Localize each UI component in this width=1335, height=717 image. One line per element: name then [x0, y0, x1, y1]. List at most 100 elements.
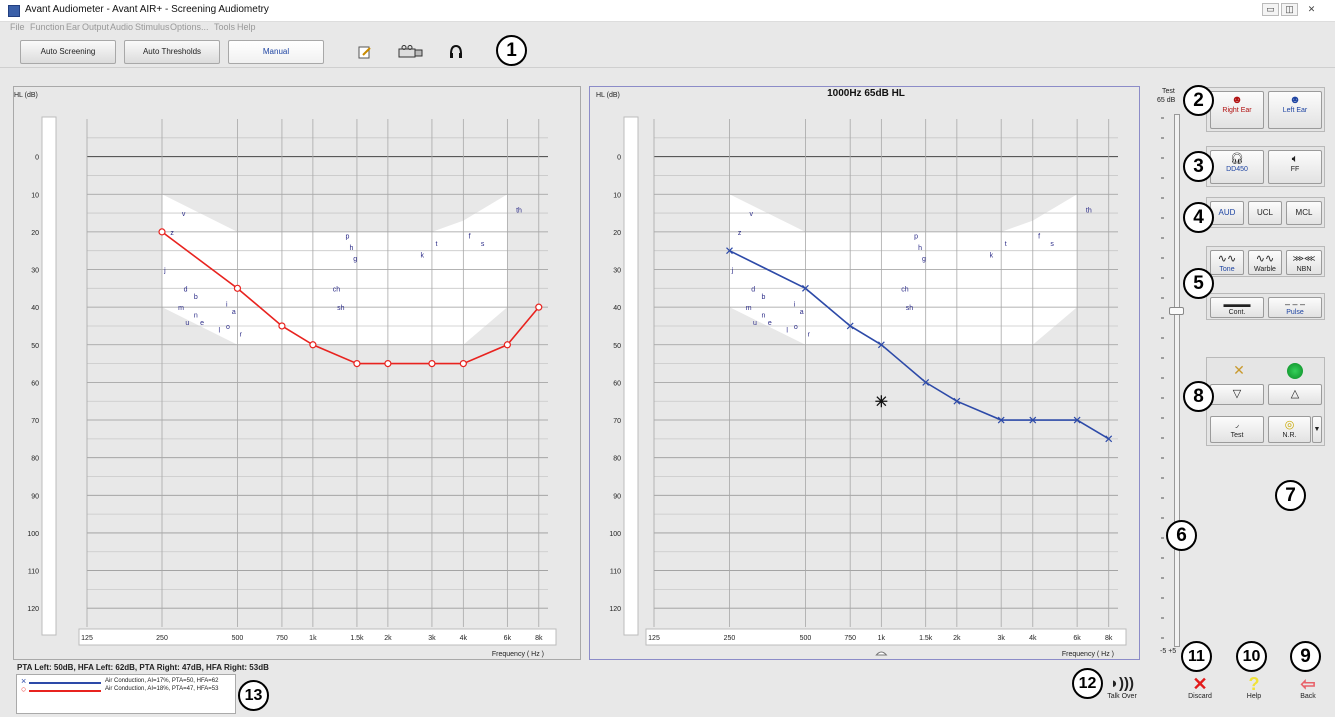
speech-letter: z — [738, 230, 742, 237]
x-tick-label: 500 — [232, 635, 244, 642]
slider-track[interactable] — [1174, 114, 1180, 647]
threshold-point-cross — [1029, 416, 1037, 424]
menu-ear[interactable]: Ear — [66, 22, 81, 32]
mute-icon[interactable]: ✕ — [1233, 362, 1245, 378]
slider-min-label: -5 — [1160, 648, 1167, 655]
help-question-icon: ? — [1248, 674, 1260, 694]
level-down-button[interactable]: ▽ — [1210, 384, 1264, 405]
threshold-point-circle — [233, 284, 242, 292]
menu-options[interactable]: Options... — [170, 22, 209, 32]
slider-thumb[interactable] — [1169, 307, 1184, 315]
threshold-point-cross — [1105, 435, 1113, 443]
callout-11: 11 — [1181, 641, 1212, 672]
speech-letter: p — [345, 234, 349, 241]
callout-12: 12 — [1072, 668, 1103, 699]
y-tick-label: 70 — [31, 418, 39, 425]
speech-letter: th — [1086, 207, 1092, 214]
x-tick-label: 3k — [997, 635, 1005, 642]
y-tick-label: 120 — [27, 606, 39, 613]
manual-button[interactable]: Manual — [228, 40, 324, 64]
nr-dropdown-button[interactable]: ▼ — [1312, 416, 1322, 443]
back-button[interactable]: ⇦ Back — [1288, 675, 1328, 711]
discard-button[interactable]: ✕ Discard — [1180, 675, 1220, 711]
threshold-point-cross — [802, 284, 809, 292]
speech-letter: k — [990, 252, 994, 259]
menu-output[interactable]: Output — [82, 22, 110, 32]
callout-5: 5 — [1183, 268, 1214, 299]
x-tick-label: 750 — [276, 635, 288, 642]
speech-letter: e — [768, 320, 772, 327]
speech-letter: n — [762, 313, 766, 320]
test-button[interactable]: ◞ Test — [1210, 416, 1264, 443]
x-tick-label: 4k — [1029, 635, 1037, 642]
audiogram-chart-left[interactable]: 0 10 20 30 40 50 60 70 80 90 100 110 120 125 250 500 750… — [14, 87, 582, 661]
x-tick-label: 1.5k — [919, 635, 933, 642]
callout-13: 13 — [238, 680, 269, 711]
ucl-button[interactable]: UCL — [1248, 201, 1282, 225]
level-slider[interactable]: Test 65 dB -5 +5 — [1156, 88, 1186, 663]
x-tick-label: 6k — [1073, 635, 1081, 642]
x-tick-label: 750 — [844, 635, 856, 642]
right-ear-button[interactable]: ☻ Right Ear — [1210, 91, 1264, 129]
auto-screening-button[interactable]: Auto Screening — [20, 40, 116, 64]
audiogram-chart-right[interactable]: 0 10 20 30 40 50 60 70 80 90 100 110 120 125 250 500 750… — [590, 87, 1141, 661]
ff-button[interactable]: 🔈︎ FF — [1268, 150, 1322, 184]
x-tick-label: 2k — [953, 635, 961, 642]
hl-axis-label: HL (dB) — [596, 92, 620, 99]
transducer-group: 🎧︎ DD450 🔈︎ FF — [1206, 146, 1325, 187]
x-tick-label: 250 — [724, 635, 736, 642]
nbn-button[interactable]: ⋙⋘ NBN — [1286, 250, 1322, 275]
y-tick-label: 40 — [31, 305, 39, 312]
aud-button[interactable]: AUD — [1210, 201, 1244, 225]
restore-button[interactable]: ◫ — [1281, 3, 1298, 16]
speech-letter: a — [232, 309, 236, 316]
threshold-point-cross — [997, 416, 1005, 424]
headset-icon[interactable] — [447, 44, 465, 60]
help-button[interactable]: ? Help — [1234, 675, 1274, 711]
speech-letter: d — [184, 286, 188, 293]
dd450-button[interactable]: 🎧︎ DD450 — [1210, 150, 1264, 184]
test-type-group: AUD UCL MCL — [1206, 197, 1325, 228]
threshold-point-circle — [535, 303, 543, 311]
close-button[interactable]: ✕ — [1307, 4, 1316, 14]
menu-audio[interactable]: Audio — [110, 22, 134, 32]
level-up-button[interactable]: △ — [1268, 384, 1322, 405]
menu-file[interactable]: File — [10, 22, 25, 32]
threshold-point-circle — [309, 341, 317, 349]
current-stimulus-marker — [875, 395, 888, 408]
pulse-button[interactable]: ‒ ‒ ‒ Pulse — [1268, 297, 1322, 318]
x-tick-label: 8k — [535, 635, 543, 642]
y-axis-strip — [41, 116, 57, 636]
y-tick-label: 30 — [31, 268, 39, 275]
no-response-button[interactable]: ◎ N.R. — [1268, 416, 1311, 443]
speech-letter: j — [731, 268, 734, 275]
menu-tools[interactable]: Tools — [214, 22, 236, 32]
auto-thresholds-button[interactable]: Auto Thresholds — [124, 40, 220, 64]
left-ear-button[interactable]: ☻ Left Ear — [1268, 91, 1322, 129]
threshold-point-cross — [922, 378, 930, 386]
notes-icon[interactable] — [356, 45, 374, 60]
y-tick-label: 40 — [613, 305, 621, 312]
menu-function[interactable]: Function — [30, 22, 65, 32]
mcl-button[interactable]: MCL — [1286, 201, 1322, 225]
callout-7: 7 — [1275, 480, 1306, 511]
video-icon[interactable] — [398, 45, 424, 60]
tone-button[interactable]: ∿∿ Tone — [1210, 250, 1244, 275]
menu-stimulus[interactable]: Stimulus — [135, 22, 170, 32]
legend-row-left: × Air Conduction, AI=17%, PTA=50, HFA=62 — [21, 676, 233, 687]
x-tick-label: 125 — [81, 635, 93, 642]
x-axis-strip — [645, 628, 1127, 646]
menu-help[interactable]: Help — [237, 22, 256, 32]
presentation-group: ✕ ▽ △ ◞ Test ◎ N.R. ▼ — [1206, 357, 1325, 446]
window-title: Avant Audiometer - Avant AIR+ - Screenin… — [25, 4, 269, 15]
talk-over-button[interactable]: ◗))) Talk Over — [1102, 675, 1142, 711]
hl-axis-label: HL (dB) — [14, 92, 38, 99]
speech-letter: v — [749, 211, 753, 218]
y-tick-label: 80 — [31, 456, 39, 463]
continuous-button[interactable]: ▬▬▬ Cont. — [1210, 297, 1264, 318]
warble-button[interactable]: ∿∿ Warble — [1248, 250, 1282, 275]
speech-letter: m — [178, 305, 184, 312]
x-tick-label: 4k — [460, 635, 468, 642]
y-tick-label: 80 — [613, 456, 621, 463]
minimize-button[interactable]: ▭ — [1262, 3, 1279, 16]
